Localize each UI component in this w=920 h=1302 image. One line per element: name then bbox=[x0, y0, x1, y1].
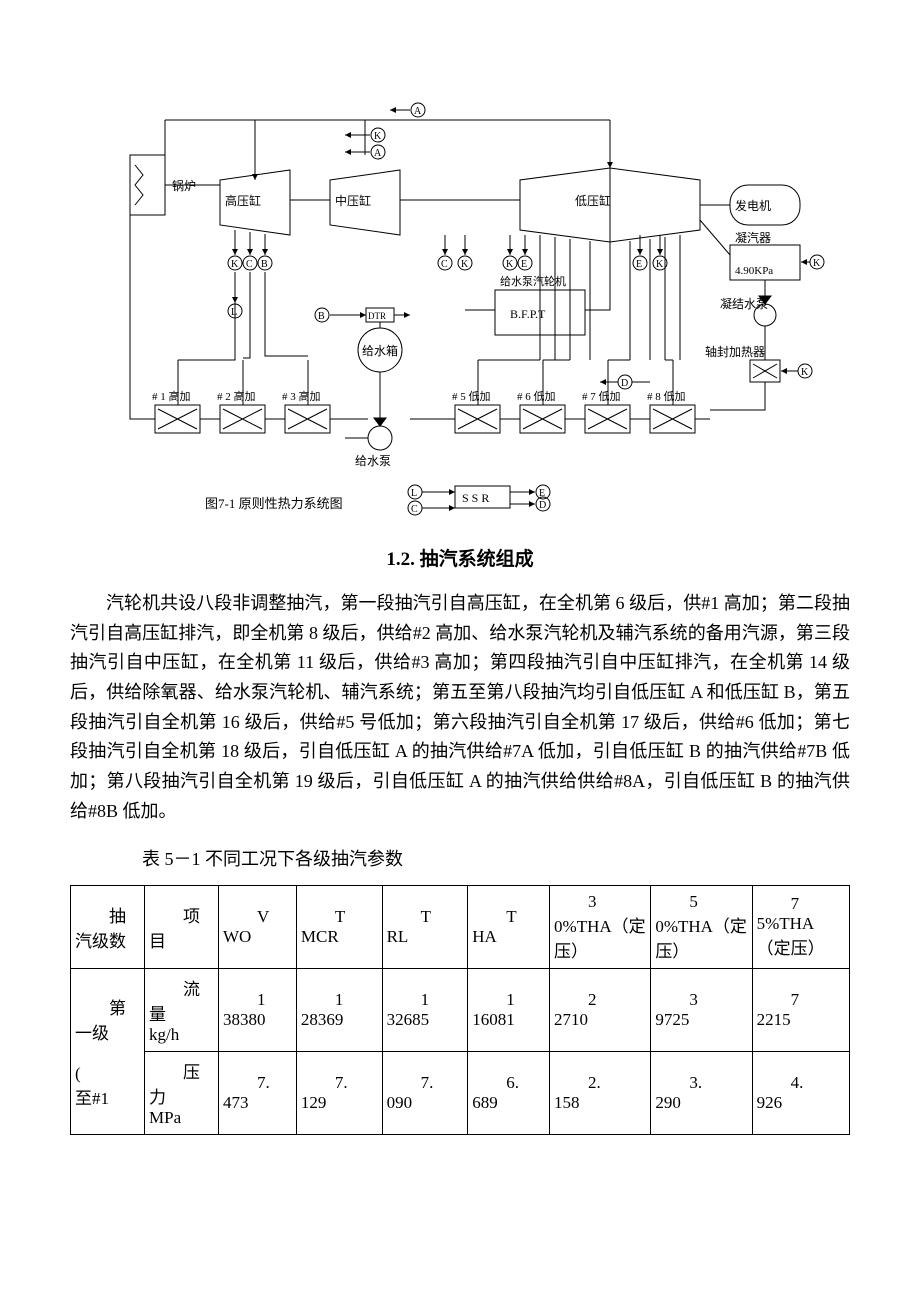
svg-text:K: K bbox=[656, 259, 664, 270]
svg-text:给水泵汽轮机: 给水泵汽轮机 bbox=[500, 274, 566, 288]
data-cell: 7.473 bbox=[219, 1051, 297, 1134]
data-cell: 72215 bbox=[752, 968, 849, 1051]
col-header: THA bbox=[468, 885, 550, 968]
row-group-label: 第一级(至#1 bbox=[71, 968, 145, 1134]
svg-text:K: K bbox=[813, 258, 821, 269]
svg-text:发电机: 发电机 bbox=[735, 198, 771, 213]
svg-text:DTR: DTR bbox=[368, 311, 386, 321]
svg-text:K: K bbox=[231, 259, 239, 270]
svg-text:凝结水泵: 凝结水泵 bbox=[720, 296, 768, 311]
svg-text:给水箱: 给水箱 bbox=[362, 343, 398, 358]
svg-text:# 8 低加: # 8 低加 bbox=[647, 390, 686, 403]
svg-text:# 5 低加: # 5 低加 bbox=[452, 390, 491, 403]
svg-text:E: E bbox=[521, 259, 527, 270]
svg-text:B.F.P.T: B.F.P.T bbox=[510, 307, 546, 321]
svg-text:S S R: S S R bbox=[462, 491, 489, 505]
svg-text:K: K bbox=[374, 131, 382, 142]
data-cell: 116081 bbox=[468, 968, 550, 1051]
svg-text:# 3 高加: # 3 高加 bbox=[282, 389, 321, 403]
svg-text:C: C bbox=[246, 259, 253, 270]
svg-text:图7-1 原则性热力系统图: 图7-1 原则性热力系统图 bbox=[205, 496, 343, 511]
svg-text:D: D bbox=[621, 378, 628, 389]
svg-text:低压缸: 低压缸 bbox=[575, 193, 611, 208]
svg-text:# 2 高加: # 2 高加 bbox=[217, 389, 256, 403]
col-header: VWO bbox=[219, 885, 297, 968]
svg-text:B: B bbox=[261, 259, 268, 270]
col-header: TMCR bbox=[296, 885, 382, 968]
svg-text:L: L bbox=[411, 488, 417, 499]
svg-text:L: L bbox=[231, 307, 237, 318]
svg-text:4.90KPa: 4.90KPa bbox=[735, 265, 773, 277]
col-header: 30%THA（定压） bbox=[550, 885, 651, 968]
param-cell: 流量kg/h bbox=[145, 968, 219, 1051]
data-cell: 22710 bbox=[550, 968, 651, 1051]
svg-text:中压缸: 中压缸 bbox=[335, 193, 371, 208]
col-header: 项目 bbox=[145, 885, 219, 968]
svg-text:# 7 低加: # 7 低加 bbox=[582, 390, 621, 403]
svg-text:凝汽器: 凝汽器 bbox=[735, 230, 771, 245]
col-header: TRL bbox=[382, 885, 468, 968]
data-cell: 2.158 bbox=[550, 1051, 651, 1134]
diagram-svg: 锅炉 高压缸 K C B 中压缸 K A A bbox=[70, 60, 850, 530]
data-cell: 138380 bbox=[219, 968, 297, 1051]
svg-text:K: K bbox=[506, 259, 514, 270]
col-header: 抽汽级数 bbox=[71, 885, 145, 968]
table-header-row: 抽汽级数 项目 VWO TMCR TRL THA 30%THA（定压） 50%T… bbox=[71, 885, 850, 968]
svg-text:C: C bbox=[411, 504, 418, 515]
svg-text:C: C bbox=[441, 259, 448, 270]
svg-text:轴封加热器: 轴封加热器 bbox=[705, 344, 765, 359]
svg-text:K: K bbox=[461, 259, 469, 270]
svg-text:E: E bbox=[636, 259, 642, 270]
data-cell: 4.926 bbox=[752, 1051, 849, 1134]
col-header: 75%THA（定压） bbox=[752, 885, 849, 968]
table-row: 第一级(至#1 流量kg/h 138380 128369 132685 1160… bbox=[71, 968, 850, 1051]
thermal-system-diagram: 锅炉 高压缸 K C B 中压缸 K A A bbox=[70, 60, 850, 530]
svg-text:A: A bbox=[374, 148, 382, 159]
data-cell: 39725 bbox=[651, 968, 752, 1051]
svg-text:A: A bbox=[414, 106, 422, 117]
col-header: 50%THA（定压） bbox=[651, 885, 752, 968]
svg-text:B: B bbox=[318, 311, 325, 322]
svg-text:# 1 高加: # 1 高加 bbox=[152, 389, 191, 403]
table-row: 压力MPa 7.473 7.129 7.090 6.689 2.158 3.29… bbox=[71, 1051, 850, 1134]
svg-text:# 6 低加: # 6 低加 bbox=[517, 390, 556, 403]
data-cell: 132685 bbox=[382, 968, 468, 1051]
body-paragraph: 汽轮机共设八段非调整抽汽，第一段抽汽引自高压缸，在全机第 6 级后，供#1 高加… bbox=[70, 589, 850, 827]
data-cell: 7.129 bbox=[296, 1051, 382, 1134]
extraction-params-table: 抽汽级数 项目 VWO TMCR TRL THA 30%THA（定压） 50%T… bbox=[70, 885, 850, 1135]
data-cell: 128369 bbox=[296, 968, 382, 1051]
data-cell: 6.689 bbox=[468, 1051, 550, 1134]
svg-text:高压缸: 高压缸 bbox=[225, 193, 261, 208]
data-cell: 3.290 bbox=[651, 1051, 752, 1134]
param-cell: 压力MPa bbox=[145, 1051, 219, 1134]
svg-text:K: K bbox=[801, 367, 809, 378]
data-cell: 7.090 bbox=[382, 1051, 468, 1134]
section-heading: 1.2. 抽汽系统组成 bbox=[70, 544, 850, 571]
svg-text:给水泵: 给水泵 bbox=[355, 454, 391, 468]
table-caption: 表 5－1 不同工况下各级抽汽参数 bbox=[70, 845, 850, 871]
svg-text:D: D bbox=[539, 500, 546, 511]
